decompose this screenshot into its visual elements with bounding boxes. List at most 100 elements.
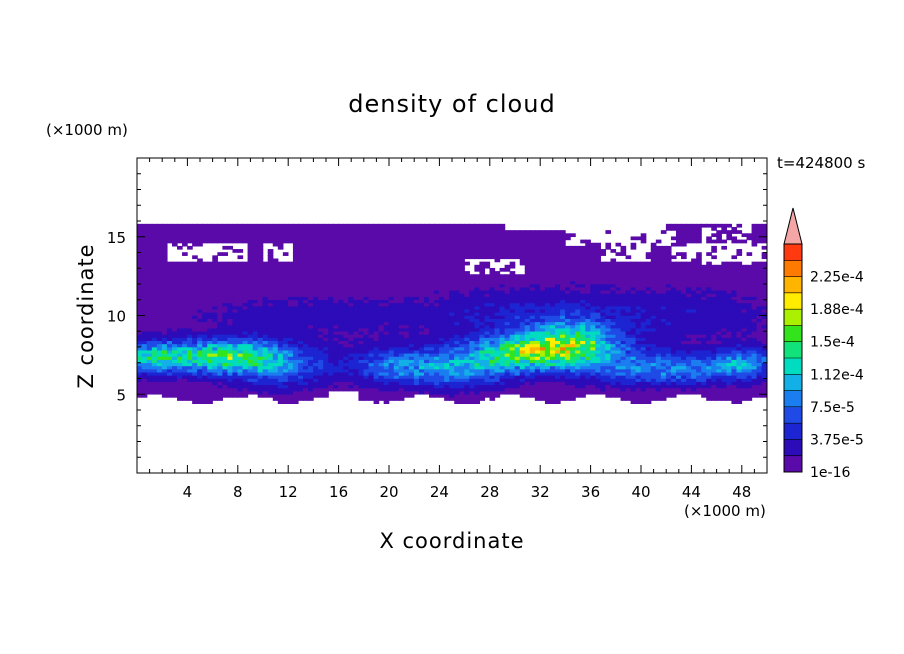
density-cell: [146, 384, 153, 389]
density-cell: [171, 290, 178, 294]
density-cell: [524, 343, 531, 348]
density-cell: [282, 305, 289, 310]
density-cell: [348, 299, 355, 304]
density-cell: [398, 239, 405, 244]
density-cell: [590, 343, 596, 348]
density-cell: [590, 371, 596, 376]
density-cell: [242, 305, 249, 310]
density-cell: [549, 296, 556, 301]
density-cell: [575, 302, 581, 307]
density-cell: [600, 274, 607, 278]
density-cell: [388, 340, 395, 345]
density-cell: [363, 318, 370, 323]
density-cell: [368, 397, 375, 401]
density-cell: [363, 365, 370, 370]
density-cell: [444, 349, 450, 354]
density-cell: [560, 283, 566, 288]
density-cell: [328, 340, 334, 345]
density-cell: [605, 274, 612, 278]
density-cell: [202, 236, 208, 241]
density-cell: [146, 356, 153, 360]
density-cell: [403, 236, 410, 241]
density-cell: [333, 280, 339, 285]
density-cell: [429, 277, 435, 282]
density-cell: [303, 233, 309, 238]
density-cell: [418, 255, 425, 260]
density-cell: [161, 230, 168, 234]
density-cell: [212, 308, 218, 313]
density-cell: [378, 387, 385, 392]
density-cell: [166, 261, 173, 266]
density-cell: [303, 334, 309, 338]
density-cell: [434, 230, 440, 234]
density-cell: [383, 299, 390, 304]
density-cell: [534, 337, 541, 341]
density-cell: [232, 290, 239, 294]
density-cell: [247, 280, 254, 285]
density-cell: [267, 308, 274, 313]
density-cell: [494, 324, 501, 329]
density-cell: [449, 353, 455, 357]
density-cell: [137, 312, 143, 316]
density-cell: [343, 249, 349, 253]
density-cell: [444, 296, 450, 301]
density-cell: [333, 252, 339, 256]
density-cell: [313, 378, 319, 382]
density-cell: [287, 305, 294, 310]
density-cell: [262, 384, 269, 389]
density-cell: [539, 381, 546, 386]
density-cell: [398, 308, 405, 313]
density-cell: [353, 346, 360, 351]
density-cell: [413, 296, 420, 301]
density-cell: [373, 312, 380, 316]
density-cell: [575, 362, 581, 367]
density-cell: [449, 255, 455, 260]
density-cell: [464, 290, 470, 294]
density-cell: [383, 397, 390, 401]
density-cell: [156, 375, 163, 379]
density-cell: [504, 346, 511, 351]
density-cell: [534, 353, 541, 357]
density-cell: [429, 318, 435, 323]
density-cell: [348, 296, 355, 301]
density-cell: [378, 378, 385, 382]
density-cell: [272, 302, 279, 307]
density-cell: [348, 327, 355, 332]
density-cell: [151, 330, 158, 335]
density-cell: [504, 236, 511, 241]
density-cell: [605, 393, 612, 398]
density-cell: [444, 321, 450, 326]
density-cell: [469, 353, 475, 357]
density-cell: [197, 267, 203, 272]
density-cell: [282, 277, 289, 282]
density-cell: [373, 274, 380, 278]
density-cell: [212, 267, 218, 272]
density-cell: [232, 312, 239, 316]
density-cell: [444, 362, 450, 367]
density-cell: [333, 277, 339, 282]
density-cell: [358, 349, 365, 354]
density-cell: [489, 239, 496, 244]
density-cell: [413, 261, 420, 266]
density-cell: [161, 283, 168, 288]
density-cell: [313, 353, 319, 357]
density-cell: [519, 330, 526, 335]
density-cell: [464, 390, 470, 395]
density-cell: [272, 346, 279, 351]
density-cell: [529, 236, 536, 241]
density-cell: [207, 353, 213, 357]
density-cell: [333, 308, 339, 313]
density-cell: [262, 267, 269, 272]
density-cell: [328, 249, 334, 253]
density-cell: [192, 387, 198, 392]
density-cell: [439, 349, 445, 354]
density-cell: [605, 359, 612, 364]
density-cell: [504, 356, 511, 360]
density-cell: [555, 315, 561, 319]
density-cell: [318, 258, 324, 263]
density-cell: [464, 305, 470, 310]
density-cell: [575, 280, 581, 285]
density-cell: [494, 353, 501, 357]
density-cell: [373, 324, 380, 329]
density-cell: [489, 330, 496, 335]
